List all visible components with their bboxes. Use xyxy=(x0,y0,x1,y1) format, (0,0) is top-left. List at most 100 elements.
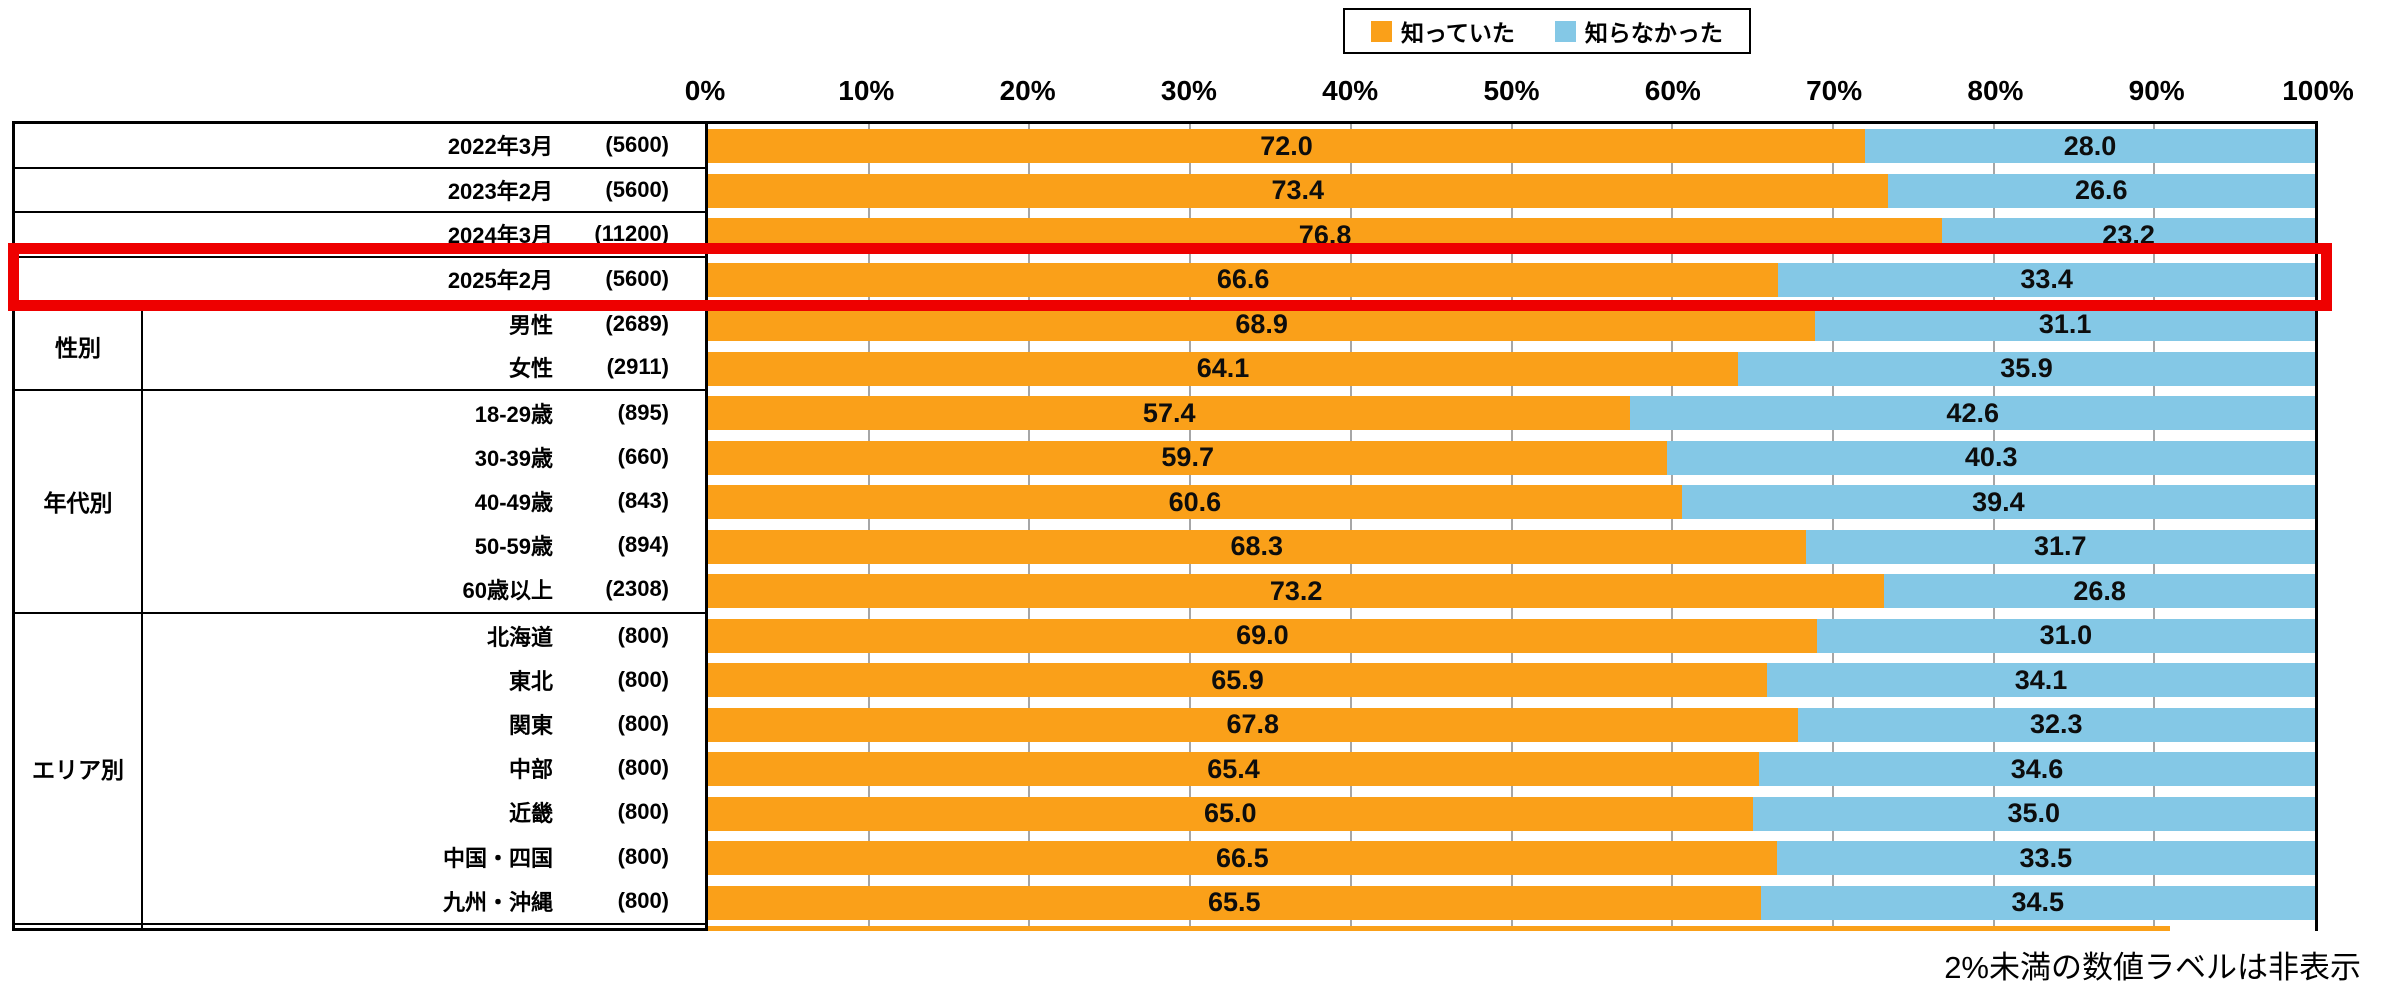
bar-row: 65.5 34.5 xyxy=(708,881,2315,926)
bar-segment-didnt-know-value: 34.5 xyxy=(2011,887,2065,917)
bar-segment-didnt-know-value: 35.9 xyxy=(2000,353,2053,383)
bar-row: 67.8 32.3 xyxy=(708,703,2315,748)
bar-segment-knew-value: 65.0 xyxy=(1203,798,1257,828)
x-axis: 0% 10% 20% 30% 40% 50% 60% 70% 80% 90% 100% xyxy=(0,70,2397,112)
bar-row: 64.1 35.9 xyxy=(708,347,2315,392)
x-axis-tick-label: 100% xyxy=(2282,75,2354,106)
bar-segment-didnt-know: 35.0 xyxy=(1752,796,2315,831)
table-section-cropped xyxy=(15,925,705,928)
bar-segment-knew-value: 59.7 xyxy=(1161,442,1214,472)
row-label-name: 中国・四国 xyxy=(442,845,553,871)
bar-segment-didnt-know-value: 39.4 xyxy=(1972,486,2025,517)
row-label-name: 中部 xyxy=(508,757,553,783)
table-row: 2023年2月 (5600) xyxy=(15,169,705,213)
row-label-name: 50-59歳 xyxy=(474,534,553,560)
table-row: 関東 (800) xyxy=(143,702,705,746)
bar-segment-didnt-know: 26.6 xyxy=(1887,173,2315,208)
row-label-count: (5600) xyxy=(605,176,669,202)
highlight-box xyxy=(8,243,2332,311)
bar-segment-knew-value: 68.3 xyxy=(1230,531,1284,561)
row-label-name: 2025年2月 xyxy=(447,267,553,293)
row-label-name: 九州・沖縄 xyxy=(442,889,553,915)
bar-segment-knew-value: 73.2 xyxy=(1269,575,1323,606)
bar-segment-didnt-know-value: 31.7 xyxy=(2034,531,2087,561)
bar-segment-didnt-know: 32.3 xyxy=(1797,707,2315,742)
gridline xyxy=(2153,124,2156,931)
footnote: 2%未満の数値ラベルは非表示 xyxy=(1944,950,2361,985)
table-row: 2022年3月 (5600) xyxy=(15,124,705,169)
bar-segment-knew-value: 69.0 xyxy=(1236,620,1289,650)
legend-label-didnt-know: 知らなかった xyxy=(1584,20,1723,46)
bar-segment-knew: 69.0 xyxy=(708,618,1817,653)
row-label-name: 2023年2月 xyxy=(447,178,553,204)
group-label: エリア別 xyxy=(15,613,143,923)
table-row: 女性 (2911) xyxy=(143,346,705,390)
table-row: 男性 (2689) xyxy=(143,302,705,346)
row-label-count: (895) xyxy=(617,400,669,426)
row-label-count: (800) xyxy=(617,622,669,648)
bar-segment-didnt-know-value: 31.0 xyxy=(2039,620,2093,650)
bar-row: 69.0 31.0 xyxy=(708,614,2315,659)
bar-segment-didnt-know: 31.7 xyxy=(1805,529,2315,564)
bar-row: 65.4 34.6 xyxy=(708,747,2315,792)
bar-segment-didnt-know: 33.4 xyxy=(1778,262,2315,297)
x-axis-tick-label: 50% xyxy=(1483,75,1540,106)
table-row: 九州・沖縄 (800) xyxy=(143,879,705,923)
row-label-name: 40-49歳 xyxy=(474,490,553,516)
bar-segment-knew-value: 65.9 xyxy=(1211,664,1264,695)
legend-item-knew: 知っていた xyxy=(1371,14,1515,48)
bar-segment-knew-value: 66.5 xyxy=(1216,842,1269,873)
x-axis-tick-label: 10% xyxy=(838,75,895,106)
bar-segment-didnt-know: 34.5 xyxy=(1760,885,2315,920)
bar-segment-didnt-know-value: 28.0 xyxy=(2063,130,2117,161)
row-label-name: 北海道 xyxy=(486,624,553,650)
bar-segment-didnt-know: 31.0 xyxy=(1816,618,2315,653)
row-label-count: (2689) xyxy=(605,310,669,336)
gridline xyxy=(1189,124,1192,931)
legend-item-didnt-know: 知らなかった xyxy=(1554,14,1723,48)
x-axis-tick-label: 70% xyxy=(1806,75,1863,106)
row-label-name: 女性 xyxy=(508,356,553,382)
table-row: 40-49歳 (843) xyxy=(143,479,705,523)
bar-segment-knew-value: 68.9 xyxy=(1235,308,1288,339)
cropped-next-bar-sliver xyxy=(708,926,2171,931)
x-axis-tick-label: 80% xyxy=(1967,75,2024,106)
gridline xyxy=(1831,124,1834,931)
bar-segment-knew-value: 60.6 xyxy=(1168,486,1222,517)
group-label: 性別 xyxy=(15,302,143,389)
bar-segment-didnt-know-value: 35.0 xyxy=(2007,798,2061,828)
row-label-count: (800) xyxy=(617,799,669,825)
bar-segment-knew-value: 65.4 xyxy=(1207,753,1260,784)
table-section-年代別: 年代別 18-29歳 (895) 30-39歳 (660) 40-49歳 (843) 50-5… xyxy=(15,391,705,614)
bar-segment-didnt-know-value: 40.3 xyxy=(1964,442,2018,472)
table-section-エリア別: エリア別 北海道 (800) 東北 (800) 関東 (800) 中部 (800) 近畿 (800)… xyxy=(15,613,705,925)
bar-segment-didnt-know-value: 33.4 xyxy=(2020,264,2073,294)
bar-segment-knew-value: 57.4 xyxy=(1142,397,1196,428)
legend-swatch-knew-icon xyxy=(1371,20,1392,42)
gridline xyxy=(1671,124,1674,931)
row-label-count: (2911) xyxy=(606,354,669,380)
legend: 知っていた 知らなかった xyxy=(1343,8,1751,54)
table-row: 中国・四国 (800) xyxy=(143,835,705,879)
row-label-count: (800) xyxy=(617,666,669,692)
row-label-count: (800) xyxy=(617,887,669,913)
bar-segment-knew-value: 72.0 xyxy=(1260,130,1313,161)
row-label-name: 2022年3月 xyxy=(447,134,553,160)
bar-segment-knew: 73.2 xyxy=(708,574,1885,608)
table-section-period: 2022年3月 (5600) 2023年2月 (5600) 2024年3月 (11200)… xyxy=(15,124,705,302)
bar-segment-knew: 59.7 xyxy=(708,440,1668,475)
table-row: 近畿 (800) xyxy=(143,790,705,834)
row-label-count: (800) xyxy=(617,843,669,869)
bar-segment-didnt-know-value: 32.3 xyxy=(2029,709,2083,739)
bar-row: 73.2 26.8 xyxy=(708,569,2315,614)
bar-row: 57.4 42.6 xyxy=(708,391,2315,436)
x-axis-tick-label: 0% xyxy=(684,75,726,106)
bar-segment-knew: 72.0 xyxy=(708,129,1866,163)
bar-row: 59.7 40.3 xyxy=(708,436,2315,481)
bar-segment-knew: 73.4 xyxy=(708,173,1888,208)
bar-segment-knew: 66.5 xyxy=(708,841,1777,875)
row-label-count: (894) xyxy=(617,532,669,558)
bar-segment-didnt-know-value: 34.6 xyxy=(2010,753,2064,784)
bar-segment-didnt-know: 40.3 xyxy=(1667,440,2315,475)
bar-segment-knew-value: 65.5 xyxy=(1208,887,1261,917)
